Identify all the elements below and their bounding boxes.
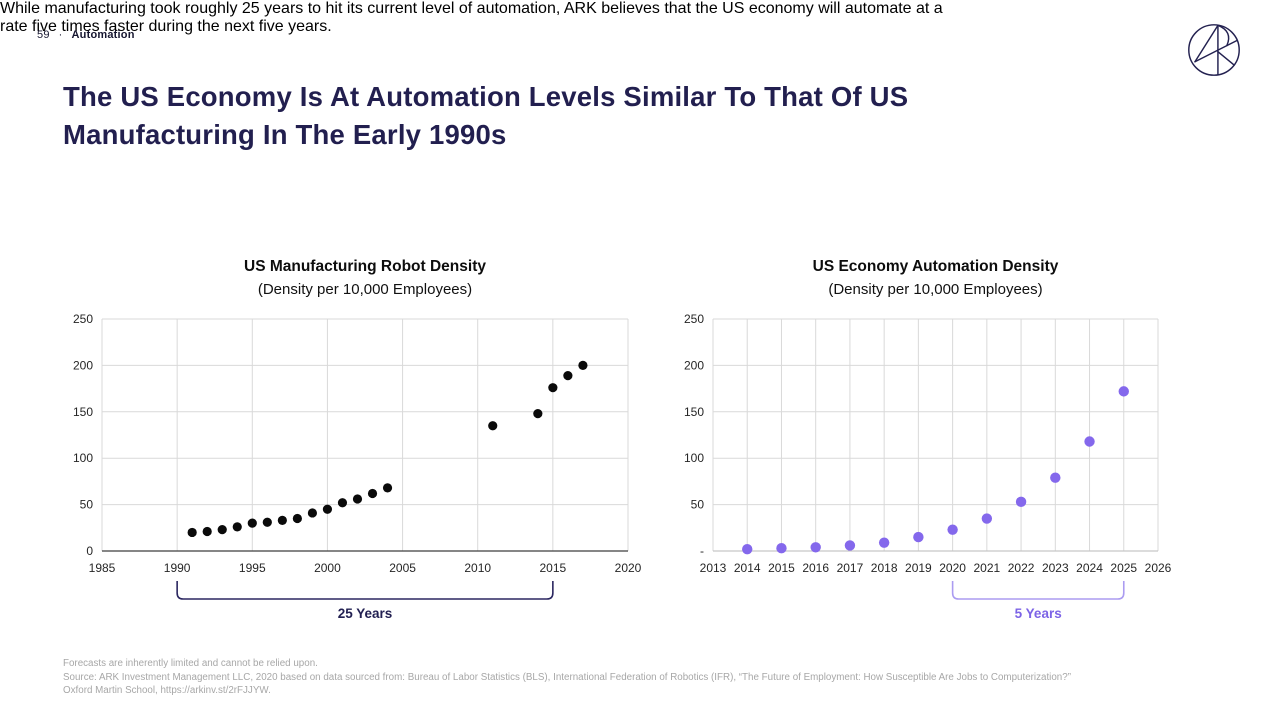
svg-text:150: 150 [73,405,93,419]
year-span-bracket [176,581,554,600]
svg-text:2025: 2025 [1110,561,1137,575]
svg-text:2021: 2021 [973,561,1000,575]
footer-line-3: Oxford Martin School, https://arkinv.st/… [63,685,271,697]
ark-logo-icon [1186,22,1242,78]
svg-text:1990: 1990 [164,561,191,575]
footer-line-1: Forecasts are inherently limited and can… [63,658,318,669]
page-title-line-1: The US Economy Is At Automation Levels S… [63,81,909,112]
footer-disclosure: Forecasts are inherently limited and can… [63,657,1071,698]
page-subtitle-line-2: rate five times faster during the next f… [0,18,332,35]
page-title-line-2: Manufacturing In The Early 1990s [63,119,507,150]
svg-text:2016: 2016 [802,561,829,575]
svg-text:2005: 2005 [389,561,416,575]
svg-text:100: 100 [684,451,704,465]
chart-plot-area: 0 50 100 150 200 250 1985 1990 1995 2000 2005 2010 2… [63,311,663,641]
svg-text:2024: 2024 [1076,561,1103,575]
x-axis-labels: 2013 2014 2015 2016 2017 2018 2019 2020 2021 2022… [700,561,1172,575]
svg-text:2014: 2014 [734,561,761,575]
page-subtitle-line-1: While manufacturing took roughly 25 year… [0,0,943,17]
y-axis-labels: 0 50 100 150 200 250 [73,312,93,558]
svg-text:2015: 2015 [768,561,795,575]
svg-text:1985: 1985 [89,561,116,575]
svg-text:2017: 2017 [837,561,864,575]
svg-text:150: 150 [684,405,704,419]
svg-text:250: 250 [684,312,704,326]
svg-text:2010: 2010 [464,561,491,575]
chart-plot-area: -50 100 150 200 250 2013 2014 2015 2016 2017 2018 2… [665,311,1225,641]
gridlines [712,318,1159,551]
chart-subtitle: (Density per 10,000 Employees) [257,281,473,298]
svg-text:100: 100 [73,451,93,465]
svg-text:1995: 1995 [239,561,266,575]
year-span-label: 5 Years [1015,606,1062,621]
svg-text:200: 200 [73,358,93,372]
gridlines [101,318,629,551]
scatter-points [742,386,1129,555]
year-span-bracket [951,581,1125,600]
svg-text:2000: 2000 [314,561,341,575]
svg-text:2018: 2018 [871,561,898,575]
svg-text:2020: 2020 [939,561,966,575]
svg-text:2020: 2020 [615,561,642,575]
svg-text:2023: 2023 [1042,561,1069,575]
section-label: Automation [71,29,135,41]
svg-text:2019: 2019 [905,561,932,575]
page-title: The US Economy Is At Automation Levels S… [63,78,908,154]
svg-text:2015: 2015 [540,561,567,575]
chart-subtitle: (Density per 10,000 Employees) [828,281,1043,298]
year-span-label: 25 Years [338,606,393,621]
svg-text:50: 50 [691,498,705,512]
page-header: 59 · Automation [37,29,135,41]
svg-text:2026: 2026 [1145,561,1172,575]
x-axis-labels: 1985 1990 1995 2000 2005 2010 2015 2020 [89,561,642,575]
footer-line-2: Source: ARK Investment Management LLC, 2… [63,671,1071,683]
y-axis-labels: - 50 100 150 200 250 [684,312,704,558]
svg-text:-: - [700,544,704,558]
dot-separator: · [58,29,63,41]
page-number: 59 [37,29,50,41]
scatter-points [187,360,588,538]
svg-text:200: 200 [684,358,704,372]
svg-text:0: 0 [86,544,93,558]
economy-automation-density-chart: US Economy Automation Density (Density p… [665,258,1225,641]
svg-text:250: 250 [73,312,93,326]
chart-title: US Economy Automation Density [812,258,1059,275]
chart-title: US Manufacturing Robot Density [244,258,486,275]
svg-text:2022: 2022 [1008,561,1035,575]
svg-text:2013: 2013 [700,561,727,575]
svg-text:50: 50 [80,498,94,512]
manufacturing-robot-density-chart: US Manufacturing Robot Density (Density … [63,258,663,641]
